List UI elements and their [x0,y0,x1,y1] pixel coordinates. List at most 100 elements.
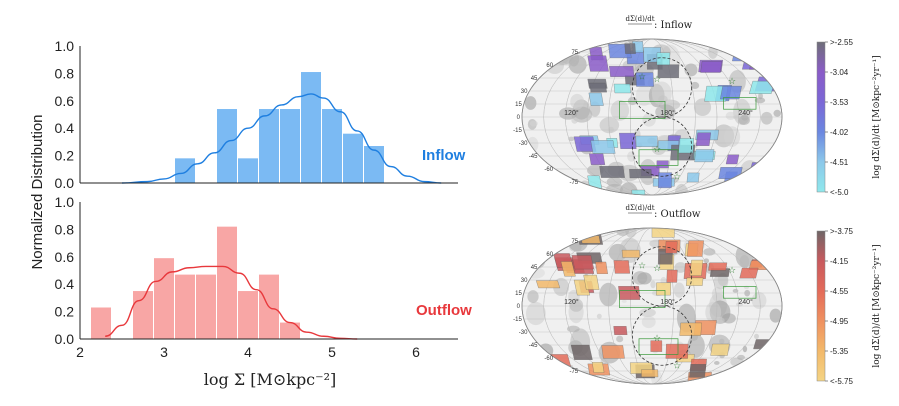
outflow-subplot: 0.0 0.2 0.4 0.6 0.8 1.0 [55,194,458,347]
sky-region-cell [571,255,595,270]
sky-region-cell [755,233,773,247]
sky-region-cell [723,189,740,195]
colorbar-tick-label: -4.55 [830,287,849,296]
map-title: dΣ(d)/dt: Inflow [625,15,692,31]
sky-region-cell [589,82,607,93]
outflow-sky-map: dΣ(d)/dt: Outflow ☆ ☆ ☆ ☆ ☆ 75 60 45 30 15 0 -15 -30 -… [513,204,882,386]
dust-patch [599,117,620,134]
histogram-bar [322,109,342,183]
star-icon: ☆ [673,172,681,182]
dust-patch [568,55,587,74]
y-tick-label: 0.8 [55,221,75,237]
sky-region-cell [650,340,663,352]
outflow-label: Outflow [416,302,472,319]
star-icon: ☆ [673,361,681,371]
sky-region-cell [689,364,707,378]
dust-patch [713,273,729,290]
sky-region-cell [572,229,589,238]
latitude-label: -45 [529,154,538,160]
dust-patch [708,45,718,59]
longitude-line [586,39,718,195]
sky-region-cell [720,85,742,100]
colorbar [816,41,826,193]
latitude-label: -60 [544,356,553,362]
star-icon: ☆ [728,77,736,87]
sky-region-cell [613,260,630,274]
sky-region-cell [694,149,715,163]
y-tick-label: 0.2 [55,148,75,164]
dust-patch [725,111,736,120]
inflow-subplot: 0.0 0.2 0.4 0.6 0.8 1.0 [55,38,458,191]
sky-region-cell [686,277,704,286]
latitude-label: 0 [517,115,521,121]
colorbar-label: log dΣ(d)/dt [M⊙kpc⁻²yr⁻¹] [871,244,882,367]
sky-region-cell [746,358,763,374]
sky-region-cell [686,240,704,257]
dust-patch [736,302,744,307]
dust-patch [751,292,767,309]
colorbar [816,230,826,382]
sky-region-cell [583,274,600,290]
sky-region-cell [546,176,570,186]
sky-region-cell [658,172,672,189]
sky-region-cell [618,286,641,300]
dust-patch [547,361,569,384]
sky-region-cell [601,345,625,359]
sky-region-cell [710,343,730,356]
histogram-bar [196,274,216,339]
longitude-line [608,39,696,195]
dust-patch [632,271,648,285]
star-icon: ☆ [653,264,661,274]
sky-region-cell [541,240,564,249]
x-tick-label: 6 [412,344,420,360]
sky-region-cell [587,175,603,191]
dust-patch [533,371,551,383]
dust-patch [773,109,782,117]
sky-region-cell [587,55,609,72]
sky-region-cell [679,322,702,336]
dust-patch [571,117,578,124]
dust-patch [760,111,773,125]
star-icon: ☆ [638,262,646,272]
sky-region-cell [743,174,767,186]
y-tick-label: 0.6 [55,249,75,265]
latitude-label: 15 [515,291,522,297]
dust-patch [705,301,722,323]
bars [91,226,300,339]
histogram-bar [280,322,300,339]
sky-region-cell [570,344,593,360]
sky-region-cell [678,138,695,154]
histogram-bar [364,146,384,183]
star-icon: ☆ [728,266,736,276]
dust-patch [717,228,734,240]
dust-patch [758,92,763,100]
sky-region-cell [560,261,576,277]
latitude-label: -30 [519,330,528,336]
dust-patch [714,361,720,365]
dust-patch [673,282,685,298]
histogram-bar [280,109,300,183]
x-tick-label: 4 [244,344,252,360]
dust-patch [703,248,716,256]
sky-region-cell [725,154,740,165]
star-icon: ☆ [653,75,661,85]
dust-patch [737,354,746,360]
dust-patch [567,186,578,195]
inflow-label: Inflow [422,147,466,164]
dust-patch [522,364,532,384]
sky-region-cell [708,262,728,271]
kde-curve [121,93,442,184]
y-tick-label: 0.0 [55,331,75,347]
y-tick-label: 0.4 [55,276,75,292]
y-tick-label: 0.0 [55,175,75,191]
longitude-line [543,39,761,195]
star-icon: ☆ [653,145,661,155]
sky-region-cell [700,61,723,73]
colorbar-tick-label: -3.04 [830,68,849,77]
latitude-label: 75 [571,50,578,56]
dashed-circle [631,116,693,177]
dust-patch [753,333,759,340]
dust-patch [616,228,630,237]
sky-region-cell [718,167,743,179]
dust-patch [527,290,539,304]
